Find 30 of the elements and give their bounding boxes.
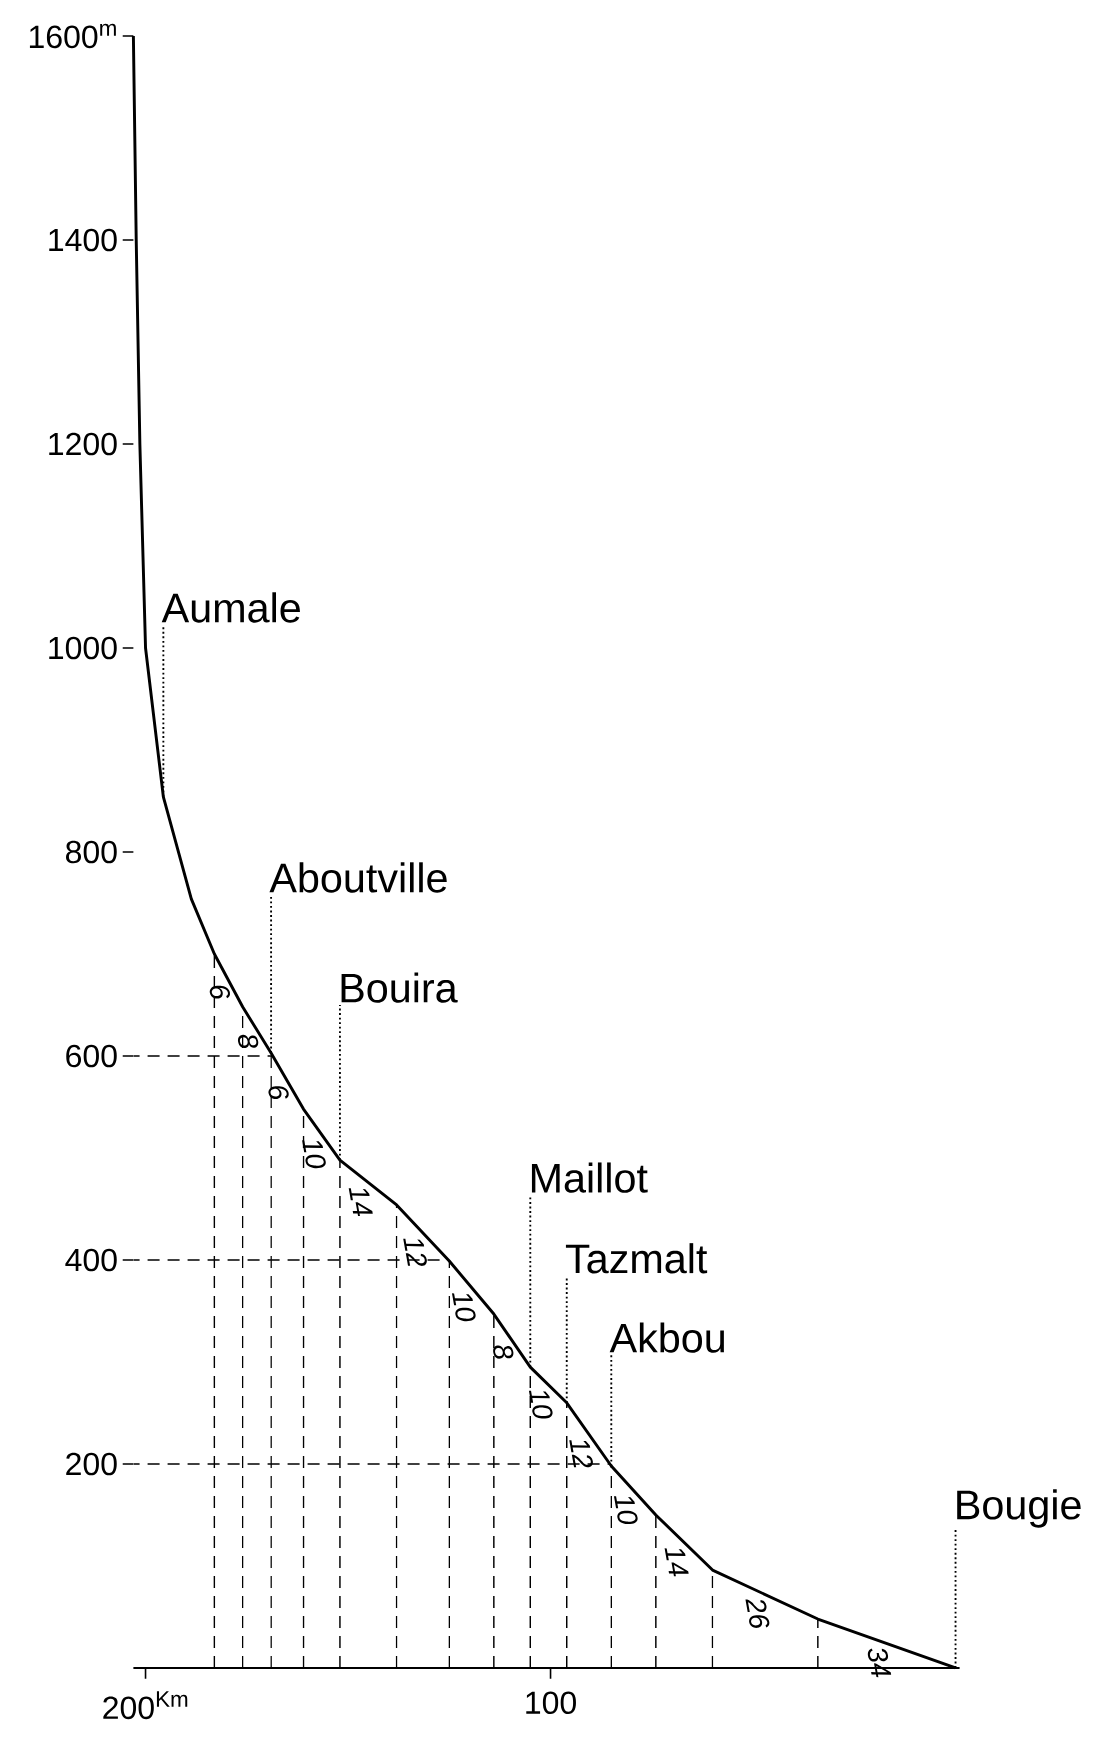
y-tick-label: 400 [65, 1248, 117, 1272]
annotation: Tazmalt [565, 1243, 708, 1274]
annotation: 8 [493, 1345, 514, 1359]
annotation: Akbou [609, 1322, 724, 1353]
annotation: Bougie [957, 1489, 1081, 1528]
y-tick-label: 1400 [49, 228, 117, 252]
annotation: 12 [569, 1440, 593, 1468]
y-tick-label: 200 [66, 1452, 117, 1476]
y-tick-label: 600 [66, 1044, 117, 1068]
annotation: 8 [237, 1034, 259, 1049]
annotation: 12 [403, 1238, 427, 1266]
x-tick-label: 100 [526, 1691, 576, 1715]
y-tick-label: 1200 [49, 432, 117, 456]
annotation: 10 [302, 1140, 326, 1169]
annotation: 26 [745, 1599, 770, 1628]
annotation: 6 [209, 985, 231, 999]
y-tick-label: 1000 [49, 636, 117, 660]
y-tick-label: 800 [66, 840, 117, 864]
annotation: Maillot [531, 1162, 648, 1193]
x-tick-label: 200$^{Km}$ [103, 1691, 188, 1720]
annotation: 10 [528, 1390, 553, 1419]
annotation: 10 [613, 1496, 638, 1525]
annotation: 10 [451, 1293, 476, 1322]
annotation: Bouira [341, 972, 458, 1003]
annotation: 6 [268, 1086, 289, 1100]
annotation: 14 [348, 1188, 373, 1217]
annotation: Aboutville [269, 862, 447, 893]
y-tick-label: 1600$^{m}$ [29, 23, 116, 49]
annotation: 14 [664, 1548, 689, 1577]
annotation: Aumale [161, 592, 300, 623]
